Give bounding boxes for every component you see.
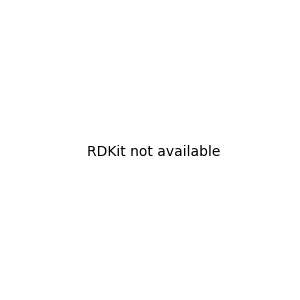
Text: RDKit not available: RDKit not available	[87, 145, 220, 158]
